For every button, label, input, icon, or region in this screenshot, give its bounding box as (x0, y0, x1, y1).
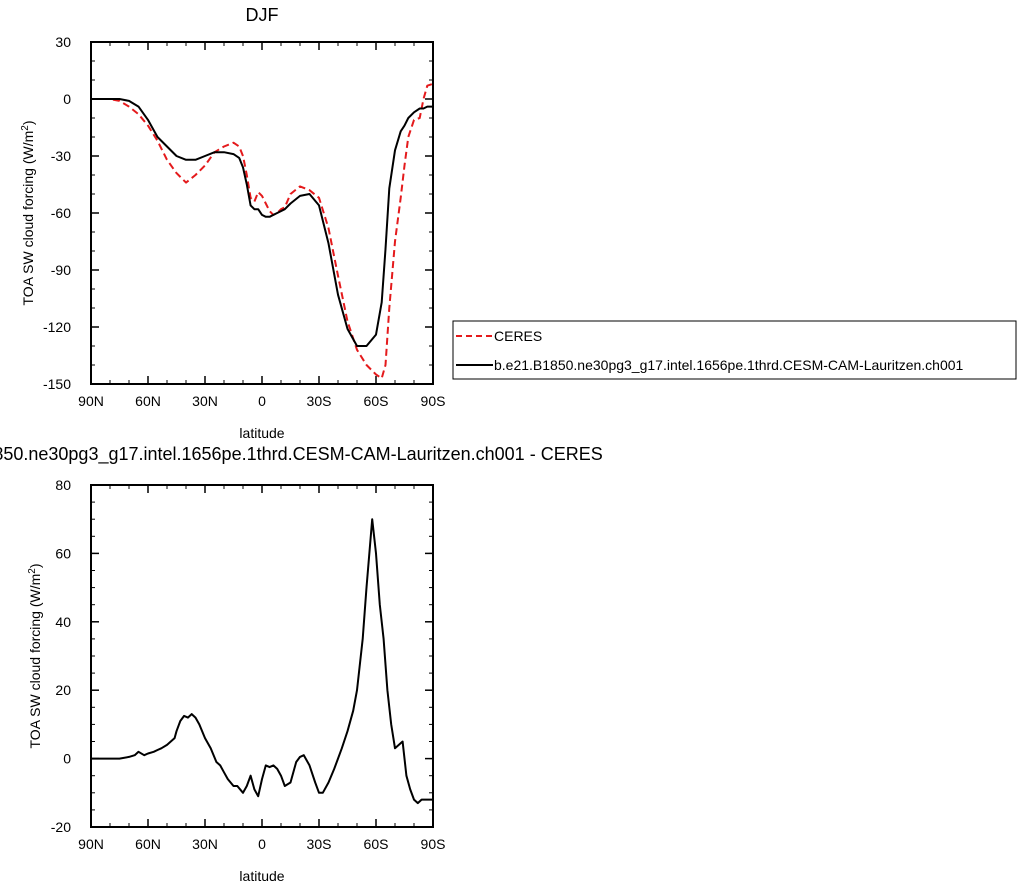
x-tick-label: 30S (307, 393, 332, 409)
difference-panel: b.e21.B1850.ne30pg3_g17.intel.1656pe.1th… (0, 444, 603, 884)
x-tick-label: 0 (258, 836, 266, 852)
x-tick-label: 60S (364, 836, 389, 852)
x-tick-label: 30S (307, 836, 332, 852)
y-tick-label: -60 (51, 205, 71, 221)
plot-area: 90N 60N 30N 0 30S 60S 90S 30 0 -30 -60 -90 -120 -150 (43, 34, 445, 409)
y-tick-label: -20 (51, 819, 71, 835)
y-tick-label: 20 (55, 682, 71, 698)
y-axis-label: TOA SW cloud forcing (W/m2) (20, 120, 36, 305)
y-tick-label: 0 (63, 751, 71, 767)
x-tick-label: 90N (78, 836, 104, 852)
y-tick-label: -30 (51, 148, 71, 164)
y-tick-label: -120 (43, 319, 71, 335)
x-tick-label: 30N (192, 836, 218, 852)
y-tick-label: 30 (55, 34, 71, 50)
x-tick-label: 30N (192, 393, 218, 409)
y-axis-label: TOA SW cloud forcing (W/m2) (27, 563, 43, 748)
axes-frame (90, 41, 434, 385)
panel-title: b.e21.B1850.ne30pg3_g17.intel.1656pe.1th… (0, 444, 603, 465)
y-tick-label: 40 (55, 614, 71, 630)
y-tick-label: 80 (55, 477, 71, 493)
legend-box (452, 320, 1017, 380)
series-line-0 (91, 82, 434, 380)
x-tick-label: 90S (421, 836, 446, 852)
x-tick-label: 60N (135, 836, 161, 852)
x-tick-label: 0 (258, 393, 266, 409)
x-axis-label: latitude (239, 868, 284, 884)
panel-title: DJF (246, 5, 279, 25)
y-tick-label: 60 (55, 545, 71, 561)
legend-label-model: b.e21.B1850.ne30pg3_g17.intel.1656pe.1th… (494, 357, 964, 373)
x-tick-label: 60N (135, 393, 161, 409)
series-line-0 (91, 518, 433, 805)
x-tick-label: 90N (78, 393, 104, 409)
x-tick-label: 90S (421, 393, 446, 409)
plot-area: 90N 60N 30N 0 30S 60S 90S 80 60 40 20 0 -20 (51, 477, 446, 852)
legend: CERES b.e21.B1850.ne30pg3_g17.intel.1656… (452, 320, 1017, 380)
series-line-1 (91, 98, 433, 347)
y-tick-label: -90 (51, 262, 71, 278)
legend-label-ceres: CERES (494, 328, 542, 344)
y-tick-label: 0 (63, 91, 71, 107)
climatology-panel: DJF 90N 60N 30N 0 30S 60S 90S 30 0 -30 -60 -90 -120 -… (20, 5, 1017, 441)
x-tick-label: 60S (364, 393, 389, 409)
y-tick-label: -150 (43, 376, 71, 392)
x-axis-label: latitude (239, 425, 284, 441)
